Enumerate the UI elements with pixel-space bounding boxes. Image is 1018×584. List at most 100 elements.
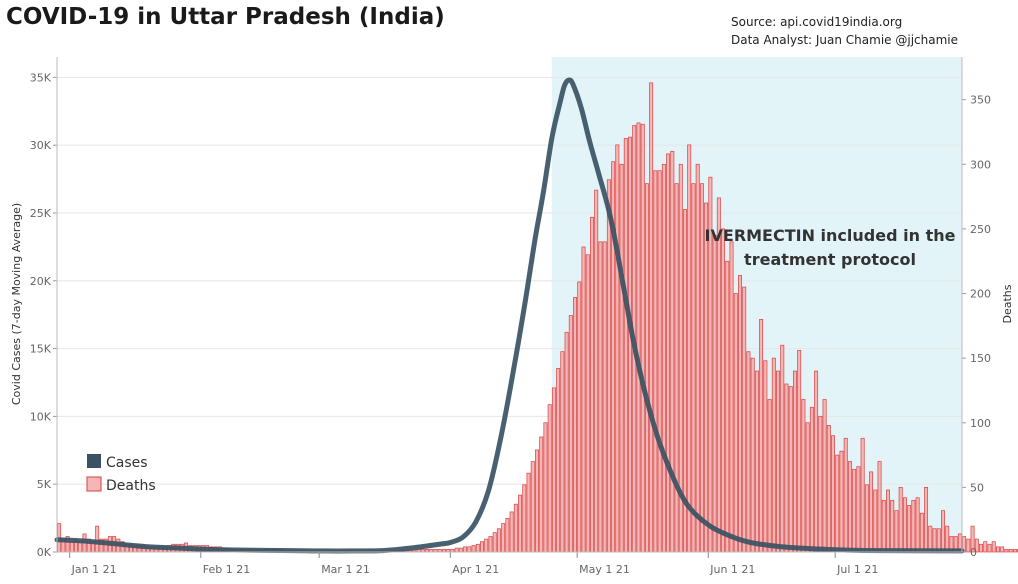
deaths-bar bbox=[809, 406, 814, 553]
right-tick-label: 150 bbox=[970, 352, 991, 365]
source-text: Source: api.covid19india.org bbox=[731, 15, 903, 29]
chart-title: COVID-19 in Uttar Pradesh (India) bbox=[6, 4, 445, 30]
deaths-bar bbox=[628, 136, 632, 553]
deaths-bar bbox=[606, 179, 611, 553]
deaths-bar bbox=[458, 547, 463, 553]
deaths-bar bbox=[746, 351, 751, 553]
left-tick-label: 35K bbox=[30, 71, 52, 84]
deaths-bar bbox=[653, 170, 658, 553]
deaths-bar bbox=[636, 122, 641, 553]
deaths-bar bbox=[771, 357, 776, 553]
deaths-bar bbox=[699, 183, 704, 553]
deaths-bar bbox=[974, 538, 979, 553]
deaths-bar bbox=[556, 368, 561, 553]
deaths-bar bbox=[594, 189, 599, 553]
deaths-bar bbox=[488, 536, 493, 553]
deaths-bar bbox=[801, 399, 806, 553]
deaths-bar bbox=[894, 510, 899, 553]
deaths-bar bbox=[475, 543, 480, 553]
deaths-bar bbox=[856, 466, 861, 553]
deaths-bar bbox=[547, 404, 552, 553]
x-tick-label: Feb 1 21 bbox=[203, 563, 250, 576]
deaths-bar bbox=[1004, 549, 1009, 553]
deaths-bar bbox=[535, 449, 539, 553]
deaths-bar bbox=[509, 511, 514, 553]
deaths-bar bbox=[822, 399, 827, 553]
deaths-bar bbox=[750, 357, 755, 553]
deaths-bar bbox=[742, 286, 747, 553]
deaths-bar bbox=[839, 450, 844, 553]
right-tick-label: 100 bbox=[970, 417, 991, 430]
deaths-bar bbox=[725, 260, 730, 553]
legend-deaths-swatch bbox=[86, 476, 102, 492]
deaths-bar bbox=[759, 319, 764, 553]
deaths-bar bbox=[501, 523, 506, 553]
deaths-bar bbox=[649, 82, 654, 553]
right-axis-ticks: 0 50 100 150 200 250 300 350 bbox=[962, 94, 991, 559]
deaths-bar bbox=[911, 499, 916, 553]
right-tick-label: 200 bbox=[970, 288, 991, 301]
deaths-bar bbox=[687, 144, 692, 553]
left-tick-label: 25K bbox=[30, 207, 52, 220]
x-axis-ticks: Jan 1 21 Feb 1 21 Mar 1 21 Apr 1 21 May 1 21… bbox=[69, 552, 878, 576]
deaths-bar bbox=[826, 424, 831, 553]
legend-cases-swatch bbox=[87, 454, 101, 468]
deaths-bar bbox=[657, 170, 662, 553]
deaths-bar bbox=[835, 454, 840, 553]
deaths-bar bbox=[864, 484, 869, 553]
deaths-bar bbox=[1008, 549, 1013, 553]
deaths-bar bbox=[919, 512, 924, 553]
deaths-bar bbox=[881, 499, 886, 553]
deaths-bar bbox=[69, 541, 74, 553]
deaths-bar bbox=[915, 497, 920, 553]
deaths-bar bbox=[970, 525, 975, 553]
deaths-bar bbox=[763, 360, 768, 553]
deaths-bar bbox=[543, 422, 548, 553]
left-tick-label: 0K bbox=[37, 546, 52, 559]
deaths-bar bbox=[780, 344, 785, 553]
deaths-bar bbox=[471, 545, 476, 553]
deaths-bar bbox=[695, 163, 700, 553]
x-tick-label: Jul 1 21 bbox=[836, 563, 878, 576]
analyst-text: Data Analyst: Juan Chamie @jjchamie bbox=[731, 33, 958, 47]
deaths-bar bbox=[721, 228, 726, 553]
x-tick-label: Jan 1 21 bbox=[71, 563, 117, 576]
deaths-bar bbox=[585, 254, 590, 553]
deaths-bar bbox=[847, 461, 852, 553]
deaths-bar bbox=[492, 532, 497, 553]
deaths-bar bbox=[860, 437, 865, 553]
deaths-bar bbox=[615, 144, 620, 553]
deaths-bar bbox=[898, 487, 903, 553]
right-axis-label: Deaths bbox=[1001, 284, 1014, 323]
deaths-bar bbox=[945, 525, 950, 553]
deaths-bar bbox=[1012, 549, 1017, 553]
deaths-bar bbox=[496, 528, 501, 553]
deaths-bar bbox=[712, 235, 717, 553]
left-tick-label: 30K bbox=[30, 139, 52, 152]
deaths-bar bbox=[729, 241, 734, 553]
deaths-bar bbox=[530, 461, 535, 553]
deaths-bar bbox=[928, 525, 933, 553]
deaths-bar bbox=[95, 525, 100, 553]
x-tick-label: Mar 1 21 bbox=[321, 563, 370, 576]
right-tick-label: 50 bbox=[970, 481, 984, 494]
legend: Cases Deaths bbox=[86, 454, 156, 494]
deaths-bar bbox=[818, 415, 823, 553]
deaths-bar bbox=[805, 422, 810, 553]
left-tick-label: 20K bbox=[30, 275, 52, 288]
deaths-bar bbox=[754, 370, 759, 553]
deaths-bar bbox=[907, 505, 912, 553]
left-axis-ticks: 0K 5K 10K 15K 20K 25K 30K 35K bbox=[30, 71, 57, 559]
deaths-bar bbox=[966, 538, 971, 553]
x-tick-label: Jun 1 21 bbox=[709, 563, 755, 576]
deaths-bar bbox=[573, 297, 578, 553]
deaths-bar bbox=[526, 472, 531, 553]
annotation-line-1: IVERMECTIN included in the bbox=[705, 226, 956, 245]
left-tick-label: 5K bbox=[37, 478, 52, 491]
deaths-bar bbox=[467, 546, 472, 553]
deaths-bar bbox=[463, 546, 468, 553]
deaths-bar bbox=[704, 202, 709, 553]
deaths-bar bbox=[619, 163, 624, 553]
deaths-bar bbox=[788, 386, 793, 553]
deaths-bar bbox=[941, 510, 945, 553]
